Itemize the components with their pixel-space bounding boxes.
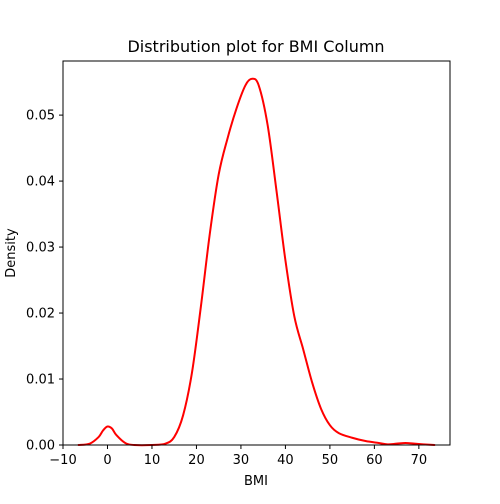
chart-title: Distribution plot for BMI Column: [127, 37, 384, 56]
y-axis-label: Density: [4, 228, 19, 278]
y-tick-label: 0.01: [26, 373, 55, 388]
density-line-series-0: [77, 77, 436, 447]
plot-area: [62, 60, 451, 447]
x-tick-label: 0: [103, 453, 111, 468]
x-tick-label: −10: [49, 453, 76, 468]
y-tick-label: 0.02: [26, 307, 55, 322]
axes-frame: [62, 60, 451, 446]
y-tick-label: 0.04: [26, 175, 55, 190]
x-tick-label: 30: [233, 453, 250, 468]
x-axis-label: BMI: [244, 474, 268, 489]
x-tick-label: 60: [366, 453, 383, 468]
y-tick-label: 0.03: [26, 241, 55, 256]
y-tick-label: 0.00: [26, 439, 55, 454]
axis-ticks: −10 0 10 20 30 40 50 60 70 0.00 0.01 0.02 0.03 0.04 0.…: [26, 109, 427, 468]
x-tick-label: 10: [144, 453, 161, 468]
x-tick-label: 50: [322, 453, 339, 468]
x-tick-label: 70: [411, 453, 428, 468]
y-tick-label: 0.05: [26, 109, 55, 124]
x-tick-label: 20: [188, 453, 205, 468]
x-tick-label: 40: [277, 453, 294, 468]
